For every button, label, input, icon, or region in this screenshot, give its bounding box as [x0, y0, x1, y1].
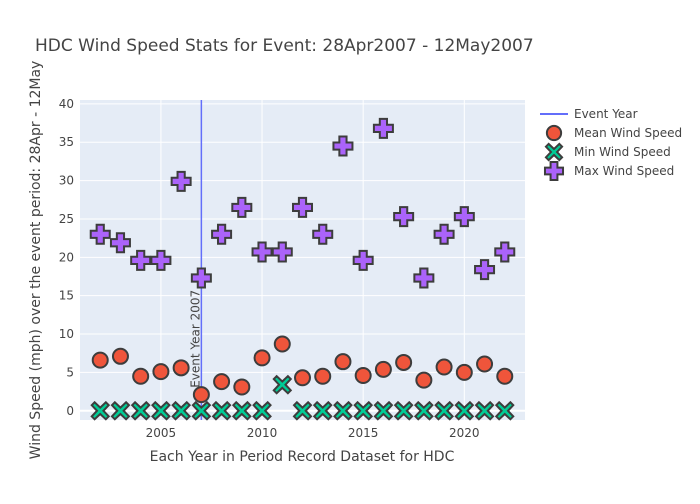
cross-point: [352, 249, 374, 271]
circle-point: [273, 335, 291, 353]
series-min-wind-speed: [90, 374, 515, 421]
cross-point: [332, 135, 354, 157]
x-tick-label: 2015: [348, 426, 379, 440]
x-point: [231, 400, 252, 421]
y-tick-label: 20: [59, 250, 74, 264]
circle-point: [496, 367, 514, 385]
event-year-layer: Event Year 2007: [188, 100, 202, 420]
cross-point: [211, 223, 233, 245]
chart-title: HDC Wind Speed Stats for Event: 28Apr200…: [35, 36, 534, 56]
circle-point: [435, 358, 453, 376]
legend-cross-icon: [543, 160, 565, 182]
legend-circle-icon: [545, 124, 563, 142]
circle-point: [253, 349, 271, 367]
cross-point: [413, 267, 435, 289]
x-point: [474, 400, 495, 421]
x-point: [312, 400, 333, 421]
legend-x-icon: [544, 142, 564, 162]
circle-point: [192, 386, 210, 404]
cross-point: [130, 249, 152, 271]
y-tick-label: 30: [59, 174, 74, 188]
x-tick-label: 2020: [449, 426, 480, 440]
markers: [89, 117, 516, 421]
x-point: [494, 400, 515, 421]
circle-point: [395, 353, 413, 371]
circle-point: [152, 363, 170, 381]
y-tick-label: 40: [59, 97, 74, 111]
cross-point: [474, 259, 496, 281]
y-tick-label: 35: [59, 135, 74, 149]
circle-point: [476, 355, 494, 373]
x-point: [191, 400, 212, 421]
x-point: [393, 400, 414, 421]
cross-point: [372, 117, 394, 139]
x-point: [211, 400, 232, 421]
cross-point: [494, 241, 516, 263]
circle-point: [132, 367, 150, 385]
cross-point: [433, 223, 455, 245]
circle-point: [172, 359, 190, 377]
circle-point: [91, 351, 109, 369]
legend-series-label: Mean Wind Speed: [574, 126, 682, 140]
x-point: [292, 400, 313, 421]
cross-point: [393, 206, 415, 228]
circle-point: [354, 366, 372, 384]
legend-series-label: Max Wind Speed: [574, 164, 674, 178]
x-axis-title: Each Year in Period Record Dataset for H…: [150, 449, 455, 465]
x-point: [252, 400, 272, 421]
x-point: [110, 400, 131, 421]
cross-point: [150, 249, 172, 271]
cross-point: [170, 170, 192, 192]
x-point: [373, 400, 394, 421]
circle-point: [111, 347, 129, 365]
cross-point: [453, 206, 475, 228]
cross-point: [271, 241, 293, 263]
x-point: [413, 400, 434, 421]
y-axis-title: Wind Speed (mph) over the event period: …: [28, 61, 44, 460]
y-tick-label: 0: [66, 404, 74, 418]
circle-point: [415, 371, 433, 389]
y-tick-label: 25: [59, 212, 74, 226]
x-point: [434, 400, 454, 421]
cross-point: [312, 223, 334, 245]
cross-point: [109, 232, 131, 254]
circle-point: [213, 373, 231, 391]
x-point: [90, 400, 111, 421]
legend-event-year-label: Event Year: [574, 107, 638, 121]
cross-point: [89, 223, 111, 245]
cross-point: [190, 267, 212, 289]
x-point: [151, 400, 171, 421]
y-tick-label: 5: [66, 365, 74, 379]
cross-point: [231, 196, 253, 218]
y-tick-label: 10: [59, 327, 74, 341]
x-tick-label: 2005: [146, 426, 177, 440]
circle-point: [314, 367, 332, 385]
cross-point: [251, 241, 273, 263]
x-point: [333, 400, 353, 421]
series-mean-wind-speed: [91, 335, 514, 404]
circle-point: [455, 363, 473, 381]
circle-point: [374, 360, 392, 378]
legend: Event Year Mean Wind Speed Min Wind Speed M…: [540, 107, 682, 182]
x-point: [353, 400, 374, 421]
cross-point: [292, 196, 313, 218]
series-max-wind-speed: [89, 117, 516, 289]
x-point: [130, 400, 151, 421]
tick-labels: 2005 2010 2015 2020 0 5 10 15 20 25 30 35 40: [59, 97, 480, 440]
x-tick-label: 2010: [247, 426, 278, 440]
x-point: [171, 400, 192, 421]
x-point: [272, 374, 293, 395]
circle-point: [294, 369, 311, 387]
circle-point: [334, 353, 352, 371]
legend-series-label: Min Wind Speed: [574, 145, 671, 159]
event-year-label: Event Year 2007: [188, 290, 202, 388]
y-tick-label: 15: [59, 289, 74, 303]
x-point: [454, 400, 475, 421]
circle-point: [233, 378, 251, 396]
